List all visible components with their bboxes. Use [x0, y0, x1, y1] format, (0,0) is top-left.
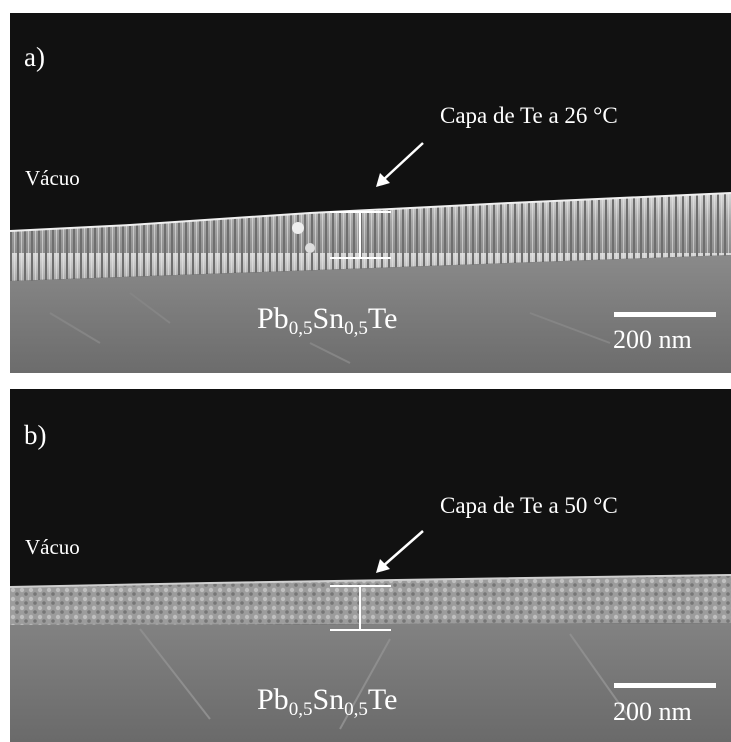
sem-panel-b: b) Vácuo Capa de Te a 50 °C Pb0,5Sn0,5Te…	[10, 389, 731, 742]
panel-label-b: b)	[24, 420, 47, 450]
panel-label-a: a)	[24, 42, 45, 72]
substrate-region-a	[10, 255, 731, 373]
sem-image-a	[10, 13, 731, 373]
scale-bar-b	[614, 683, 716, 688]
te-film-a	[10, 193, 731, 281]
layer-label-a: Capa de Te a 26 °C	[440, 103, 618, 128]
scale-label-a: 200 nm	[613, 325, 692, 354]
arrow-a	[376, 142, 424, 187]
sem-image-b	[10, 389, 731, 742]
arrow-b	[376, 530, 424, 573]
scale-label-b: 200 nm	[613, 697, 692, 726]
scale-bar-a	[614, 312, 716, 317]
sem-panel-a: a) Vácuo Capa de Te a 26 °C Pb0,5Sn0,5Te…	[10, 13, 731, 373]
vacuum-label-b: Vácuo	[25, 535, 80, 559]
material-label-b: Pb0,5Sn0,5Te	[257, 683, 398, 720]
layer-label-b: Capa de Te a 50 °C	[440, 493, 618, 518]
vacuum-label-a: Vácuo	[25, 166, 80, 190]
te-film-b	[10, 575, 731, 625]
material-label-a: Pb0,5Sn0,5Te	[257, 302, 398, 339]
substrate-region-b	[10, 623, 731, 742]
